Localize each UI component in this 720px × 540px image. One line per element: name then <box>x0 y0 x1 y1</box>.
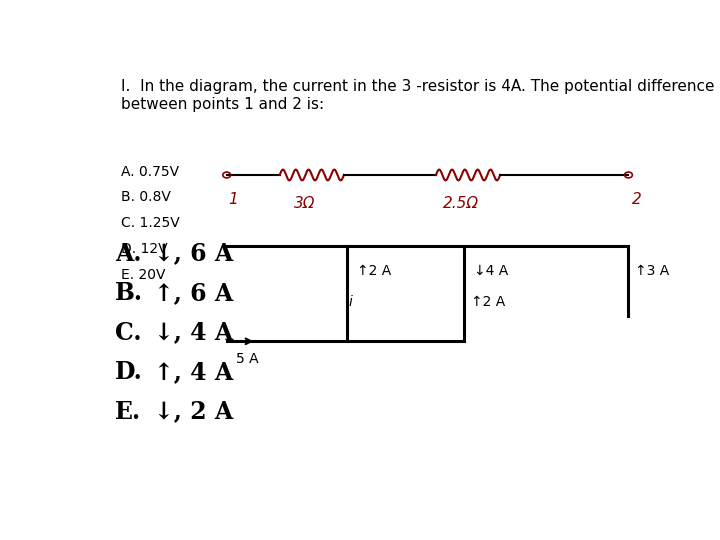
Text: D.: D. <box>115 360 143 384</box>
Text: E. 20V: E. 20V <box>121 268 165 282</box>
Text: ↑2 A: ↑2 A <box>471 295 505 309</box>
Text: ↓, 2 A: ↓, 2 A <box>154 400 233 423</box>
Text: I.  In the diagram, the current in the 3 -resistor is 4A. The potential differen: I. In the diagram, the current in the 3 … <box>121 79 714 112</box>
Text: ↓, 6 A: ↓, 6 A <box>154 241 233 266</box>
Text: ↑, 4 A: ↑, 4 A <box>154 360 233 384</box>
Text: 3Ω: 3Ω <box>294 196 315 211</box>
Text: ↓4 A: ↓4 A <box>474 264 508 278</box>
Text: ↑, 6 A: ↑, 6 A <box>154 281 233 305</box>
Text: ↑2 A: ↑2 A <box>356 264 391 278</box>
Text: C.: C. <box>115 321 142 345</box>
Text: i: i <box>349 295 353 309</box>
Text: D. 12V: D. 12V <box>121 242 167 256</box>
Text: ↑3 A: ↑3 A <box>635 264 670 278</box>
Text: C. 1.25V: C. 1.25V <box>121 216 179 230</box>
Text: A.: A. <box>115 241 142 266</box>
Text: 1: 1 <box>228 192 238 207</box>
Text: 2: 2 <box>632 192 642 207</box>
Text: A. 0.75V: A. 0.75V <box>121 165 179 179</box>
Text: 5 A: 5 A <box>236 352 258 366</box>
Text: B. 0.8V: B. 0.8V <box>121 191 171 204</box>
Text: E.: E. <box>115 400 141 423</box>
Text: ↓, 4 A: ↓, 4 A <box>154 321 233 345</box>
Text: 2.5Ω: 2.5Ω <box>443 196 479 211</box>
Text: B.: B. <box>115 281 143 305</box>
